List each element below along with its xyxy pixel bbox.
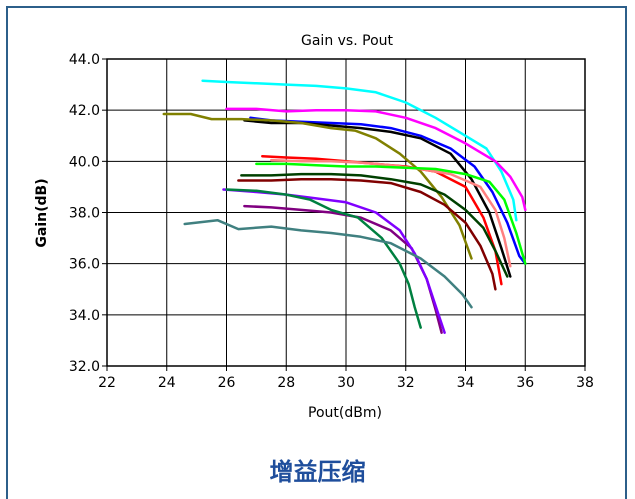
series-line-10 [237,177,497,291]
x-tick-label: 32 [397,375,415,391]
chart-panel [6,6,627,499]
series-line-1 [201,79,518,222]
x-tick-label: 22 [98,375,116,391]
y-axis-label: Gain(dB) [34,178,50,247]
series-line-11 [243,204,443,334]
x-tick-label: 30 [337,375,355,391]
series-line-2 [225,107,527,212]
series-line-8 [255,162,527,265]
x-tick-label: 28 [277,375,295,391]
x-axis-label: Pout(dBm) [308,405,382,421]
series-line-14 [183,218,473,309]
grid [106,58,586,367]
series-line-3 [249,116,527,265]
y-tick-label: 36.0 [69,257,100,273]
series-line-13 [225,188,422,329]
caption: 增益压缩 [269,458,366,486]
axis-ticks: 22 24 26 28 30 32 34 36 38 32.0 34.0 36.0 38.0 40.0 42… [69,52,594,391]
y-tick-label: 40.0 [69,154,100,170]
x-tick-label: 38 [576,375,594,391]
x-tick-label: 34 [457,375,475,391]
x-tick-label: 26 [218,375,236,391]
y-tick-label: 42.0 [69,103,100,119]
series-line-9 [240,172,509,278]
y-tick-label: 32.0 [69,359,100,375]
x-tick-label: 24 [158,375,176,391]
series-layer [162,79,527,334]
x-tick-label: 36 [516,375,534,391]
y-tick-label: 38.0 [69,206,100,222]
chart-title: Gain vs. Pout [301,33,394,49]
y-tick-label: 34.0 [69,308,100,324]
y-tick-label: 44.0 [69,52,100,68]
